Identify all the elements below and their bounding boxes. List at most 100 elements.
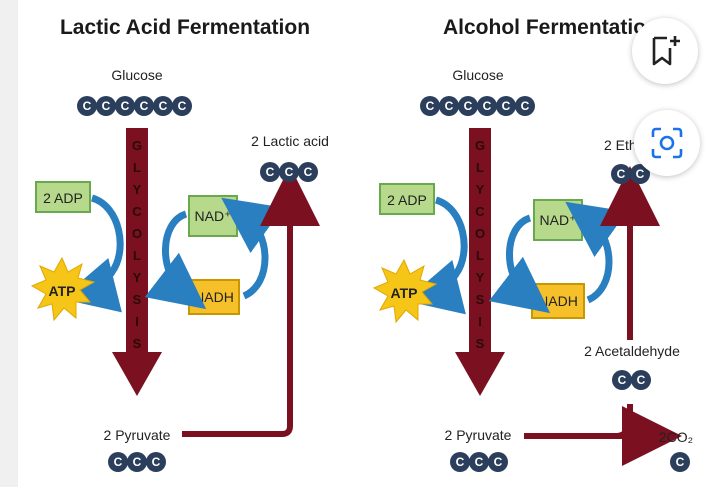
branch-to-acetaldehyde [617,404,633,439]
svg-text:O: O [475,226,485,241]
pyruvate-to-lactic-arrow [182,166,320,437]
glucose-carbons: C C C C C C [420,96,535,116]
glucose-label: Glucose [452,67,504,83]
svg-text:C: C [676,455,685,469]
carbon-atom: C [670,452,690,472]
visual-search-icon [651,127,683,159]
svg-text:NADH: NADH [194,289,234,305]
carbon-atom: C [630,164,650,184]
carbon-atom: C [612,370,632,390]
svg-text:C: C [133,455,142,469]
svg-text:G: G [475,138,485,153]
co2-carbon: C [670,452,690,472]
svg-text:C: C [114,455,123,469]
svg-text:L: L [133,248,141,263]
svg-text:C: C [159,99,168,113]
carbon-atom: C [134,96,154,116]
svg-text:Y: Y [476,270,485,285]
svg-text:C: C [521,99,530,113]
svg-text:ATP: ATP [391,285,418,301]
svg-text:C: C [464,99,473,113]
pyruvate-carbons: C C C [108,452,166,472]
svg-text:C: C [617,167,626,181]
svg-text:L: L [133,160,141,175]
carbon-atom: C [477,96,497,116]
svg-text:C: C [456,455,465,469]
lactic-acid-label: 2 Lactic acid [251,133,329,149]
panel-title: Lactic Acid Fermentation [60,16,310,39]
svg-text:C: C [483,99,492,113]
svg-text:C: C [426,99,435,113]
svg-text:L: L [476,248,484,263]
svg-text:NAD⁺: NAD⁺ [195,208,232,224]
svg-text:C: C [475,204,485,219]
svg-text:Y: Y [476,182,485,197]
carbon-atom: C [153,96,173,116]
nadh-to-nad-arrow [221,197,284,300]
svg-text:C: C [178,99,187,113]
carbon-atom: C [298,162,318,182]
nad-to-nadh-arrow [488,214,551,314]
nad-to-nadh-arrow [144,210,207,310]
nad-box: NAD⁺ [188,195,238,237]
fermentation-diagram: Lactic Acid Fermentation Glucose C C C C… [30,16,693,472]
carbon-atom: C [115,96,135,116]
glucose-carbons: C C C C C C [77,96,192,116]
pyruvate-label: 2 Pyruvate [445,427,512,443]
panel-title: Alcohol Fermentatio [443,16,646,39]
visual-search-button[interactable] [634,110,700,176]
svg-text:C: C [304,165,313,179]
svg-text:C: C [494,455,503,469]
nad-box: NAD⁺ [533,199,583,241]
adp-box: 2 ADP [35,181,91,213]
carbon-atom: C [127,452,147,472]
nadh-box: NADH [531,283,585,319]
lactic-acid-carbons: C C C [260,162,318,182]
svg-text:C: C [266,165,275,179]
svg-text:C: C [285,165,294,179]
carbon-atom: C [469,452,489,472]
svg-text:O: O [132,226,142,241]
acetaldehyde-carbons: C C [612,370,651,390]
nadh-box: NADH [188,279,240,315]
svg-text:2 ADP: 2 ADP [387,192,427,208]
adp-to-atp-arrow [404,196,468,315]
glucose-label: Glucose [111,67,163,83]
lactic-acid-panel: Lactic Acid Fermentation Glucose C C C C… [30,16,329,472]
svg-text:S: S [476,292,485,307]
carbon-atom: C [458,96,478,116]
svg-text:C: C [636,167,645,181]
glycolysis-arrow: G L Y C O L Y S I S [455,128,505,396]
svg-text:S: S [133,336,142,351]
adp-to-atp-arrow [60,194,124,313]
svg-text:S: S [133,292,142,307]
pyruvate-carbons: C C C [450,452,508,472]
svg-text:Y: Y [133,182,142,197]
carbon-atom: C [77,96,97,116]
glycolysis-arrow: G L Y C O L Y S I S [112,128,162,396]
svg-text:I: I [135,314,139,329]
carbon-atom: C [420,96,440,116]
acetaldehyde-label: 2 Acetaldehyde [584,343,680,359]
svg-text:Y: Y [133,270,142,285]
svg-text:C: C [502,99,511,113]
carbon-atom: C [496,96,516,116]
carbon-atom: C [488,452,508,472]
svg-text:C: C [445,99,454,113]
adp-box: 2 ADP [379,183,435,215]
nadh-to-nad-arrow [565,201,628,304]
atp-star: ATP [30,256,96,322]
svg-text:2 ADP: 2 ADP [43,190,83,206]
pyruvate-label: 2 Pyruvate [104,427,171,443]
co2-label: 2CO₂ [659,429,693,445]
atp-star: ATP [372,258,438,324]
svg-text:C: C [618,373,627,387]
svg-text:NADH: NADH [538,293,578,309]
carbon-atom: C [260,162,280,182]
carbon-atom: C [279,162,299,182]
carbon-atom: C [172,96,192,116]
carbon-atom: C [146,452,166,472]
svg-text:I: I [478,314,482,329]
svg-text:S: S [476,336,485,351]
bookmark-button[interactable] [632,18,698,84]
